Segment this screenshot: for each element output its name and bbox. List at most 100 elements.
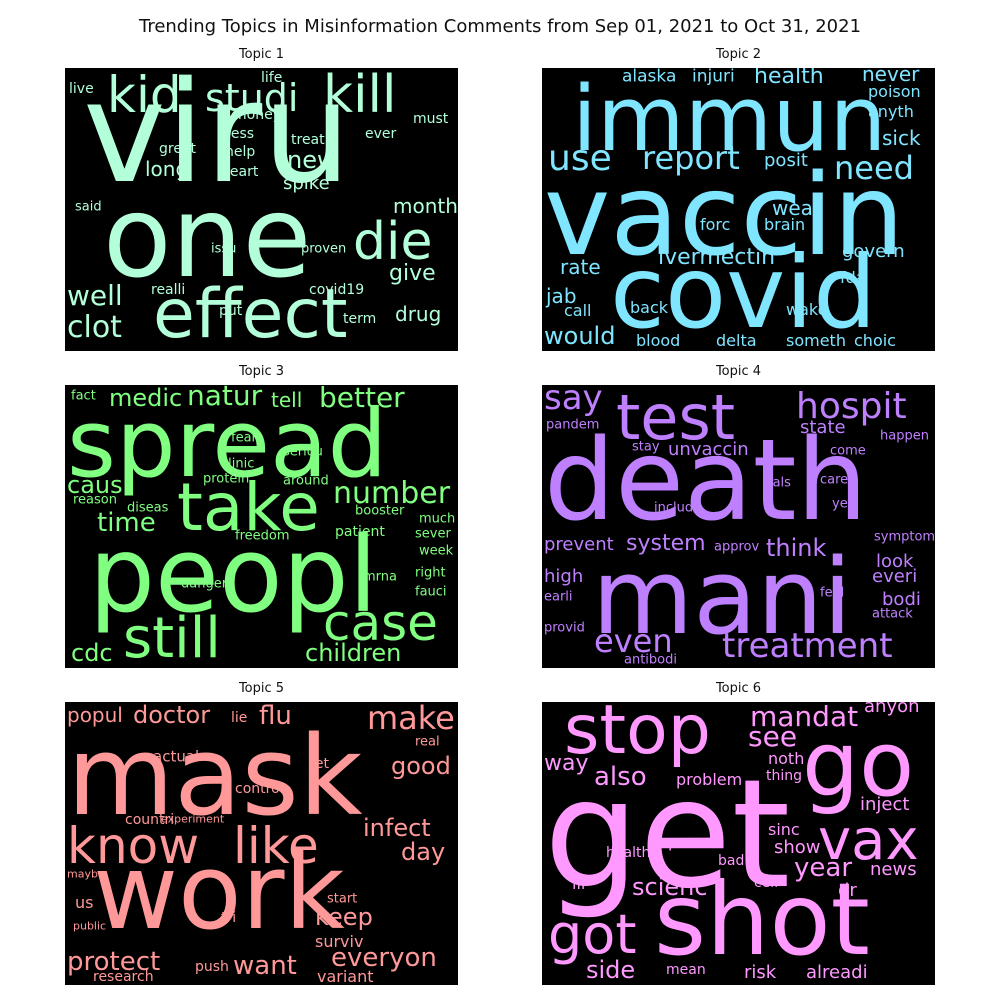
word-tell: tell	[271, 388, 303, 412]
topic-5-wordcloud: mask work know like make doctor flu popu…	[65, 702, 458, 985]
word-vaccin: vaccin	[544, 151, 905, 281]
word-rate: rate	[560, 255, 601, 279]
word-issu: issu	[211, 241, 237, 257]
word-work: work	[93, 831, 345, 953]
word-die: die	[353, 212, 433, 272]
word-problem: problem	[676, 770, 743, 789]
word-control: control	[235, 781, 284, 797]
word-fact: fact	[71, 388, 96, 404]
word-everi: everi	[872, 566, 918, 587]
word-realli: realli	[151, 282, 186, 298]
word-thing: thing	[766, 768, 803, 784]
word-get: get	[544, 748, 791, 922]
word-drug: drug	[395, 302, 442, 326]
word-real: real	[415, 734, 440, 750]
word-freedom: freedom	[235, 528, 290, 544]
word-great: great	[159, 141, 197, 157]
word-help: help	[225, 144, 256, 160]
word-approv: approv	[714, 539, 760, 555]
word-popul: popul	[67, 703, 123, 727]
topic-6-wordcloud: get shot go stop vax got mandat anyon se…	[542, 702, 935, 985]
word-want: want	[233, 951, 297, 981]
topic-1-title: Topic 1	[238, 47, 285, 62]
word-inject: inject	[860, 794, 910, 815]
word-better: better	[319, 385, 405, 414]
word-includ: includ	[654, 500, 694, 516]
word-hospit: hospit	[796, 386, 907, 427]
word-ever: ever	[365, 126, 397, 142]
word-mrna: mrna	[363, 569, 397, 585]
word-death: death	[544, 416, 868, 546]
word-mani: mani	[592, 536, 852, 658]
word-covid: covid	[610, 234, 877, 351]
word-would: would	[544, 322, 616, 350]
word-say: say	[544, 385, 603, 418]
word-lie: lie	[231, 710, 248, 726]
word-report: report	[642, 139, 740, 177]
topic-4-title: Topic 4	[715, 364, 762, 379]
word-put: put	[219, 303, 243, 319]
word-everyon: everyon	[331, 943, 437, 973]
word-bodi: bodi	[882, 589, 921, 610]
word-doctor: doctor	[133, 702, 211, 729]
word-one: one	[103, 173, 312, 303]
word-feel: feel	[820, 585, 845, 601]
word-fda: fda	[840, 268, 866, 287]
word-back: back	[630, 298, 669, 317]
word-cdc: cdc	[71, 639, 113, 667]
word-care: care	[820, 472, 849, 488]
word-immun: immun	[572, 68, 887, 172]
word-reason: reason	[73, 492, 117, 508]
word-keep: keep	[315, 903, 373, 931]
word-well: well	[67, 279, 123, 312]
word-seriou: seriou	[283, 444, 323, 460]
word-day: day	[401, 838, 446, 866]
topic-1-wordcloud: viru one effect kill kid die studi well …	[65, 68, 458, 351]
word-make: make	[367, 702, 455, 737]
word-covid19: covid19	[309, 282, 365, 298]
word-number: number	[333, 476, 451, 511]
word-research: research	[93, 969, 154, 985]
word-news: news	[870, 859, 917, 880]
word-come: come	[830, 443, 866, 459]
word-effect: effect	[153, 275, 348, 351]
word-less: less	[227, 126, 255, 142]
word-experiment: experiment	[161, 812, 225, 826]
word-long: long	[145, 157, 189, 181]
word-medic: medic	[109, 385, 183, 412]
word-never: never	[862, 68, 920, 86]
word-fals: fals	[768, 475, 791, 491]
word-diseas: diseas	[127, 500, 169, 516]
word-shot: shot	[654, 861, 870, 978]
word-right: right	[415, 565, 446, 581]
word-know: know	[67, 817, 200, 875]
word-still: still	[123, 606, 221, 668]
topic-6-title: Topic 6	[715, 681, 762, 696]
word-antibodi: antibodi	[624, 652, 677, 668]
word-mayb: mayb	[67, 867, 98, 881]
word-protein: protein	[203, 471, 250, 487]
word-must: must	[413, 111, 449, 127]
word-mask: mask	[67, 712, 363, 840]
word-anyon: anyon	[864, 702, 920, 717]
word-kill: kill	[323, 68, 397, 125]
word-brain: brain	[764, 215, 806, 234]
word-even: even	[594, 622, 673, 660]
word-pandem: pandem	[546, 417, 600, 433]
word-money: money	[233, 107, 281, 123]
word-state: state	[800, 417, 846, 438]
word-clinic: clinic	[221, 456, 255, 472]
word-jab: jab	[546, 284, 577, 308]
word-posit: posit	[764, 150, 808, 171]
word-treat: treat	[291, 132, 325, 148]
word-govern: govern	[842, 241, 905, 262]
word-go: go	[802, 712, 915, 817]
word-mandat: mandat	[750, 702, 859, 733]
word-unvaccin: unvaccin	[668, 439, 749, 460]
word-around: around	[283, 473, 329, 489]
word-flu: flu	[259, 702, 292, 731]
word-variant: variant	[317, 967, 374, 985]
word-case: case	[323, 594, 438, 652]
word-look: look	[876, 551, 914, 572]
word-fear: fear	[231, 430, 257, 446]
